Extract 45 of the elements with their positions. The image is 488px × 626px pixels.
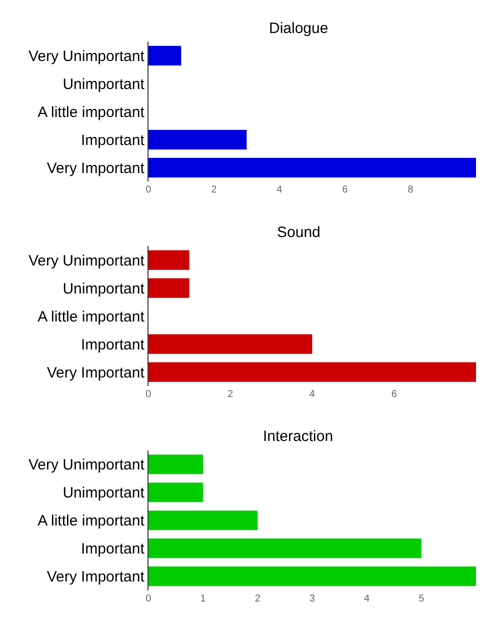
y-tick-label: Important [81, 540, 146, 558]
y-tick-label: Very Unimportant [28, 456, 146, 474]
chart-title: Sound [277, 224, 320, 241]
x-tick-label: 5 [418, 593, 425, 604]
x-tick-label: 0 [146, 184, 152, 196]
y-tick-label: Very Important [46, 568, 146, 586]
chart-title: Interaction [263, 428, 334, 445]
y-tick-label: Important [81, 132, 146, 149]
y-tick-label: A little important [38, 308, 146, 326]
y-tick-label: Very Unimportant [28, 252, 146, 270]
x-tick-label: 1 [200, 593, 206, 604]
y-tick-label: Unimportant [62, 280, 146, 298]
x-tick-label: 0 [146, 389, 152, 400]
bar [148, 510, 258, 530]
x-tick-label: 6 [391, 389, 398, 400]
y-tick-label: A little important [38, 512, 146, 530]
y-tick-label: Unimportant [62, 484, 146, 502]
bar [148, 454, 203, 474]
y-tick-label: A little important [38, 104, 146, 121]
bar [148, 158, 476, 178]
x-tick-label: 0 [146, 593, 152, 604]
x-tick-label: 2 [228, 389, 234, 400]
y-tick-label: Important [81, 336, 146, 354]
bar [148, 46, 182, 66]
y-tick-label: Very Important [46, 160, 146, 177]
x-tick-label: 8 [408, 184, 414, 196]
bar [148, 566, 476, 586]
x-tick-label: 6 [342, 184, 348, 196]
bar [148, 278, 190, 298]
x-tick-label: 2 [254, 593, 261, 604]
y-tick-label: Unimportant [62, 76, 146, 93]
bar [148, 130, 247, 150]
x-tick-label: 4 [364, 593, 370, 604]
bar [148, 334, 312, 354]
chart-title: Dialogue [269, 20, 328, 37]
bar [148, 538, 422, 558]
x-tick-label: 3 [309, 593, 316, 604]
bar [148, 362, 476, 382]
x-tick-label: 4 [276, 184, 283, 196]
x-tick-label: 4 [309, 389, 316, 400]
y-tick-label: Very Important [46, 364, 146, 382]
x-tick-label: 2 [211, 184, 218, 196]
bar [148, 482, 203, 502]
bar [148, 250, 190, 270]
y-tick-label: Very Unimportant [28, 48, 146, 65]
